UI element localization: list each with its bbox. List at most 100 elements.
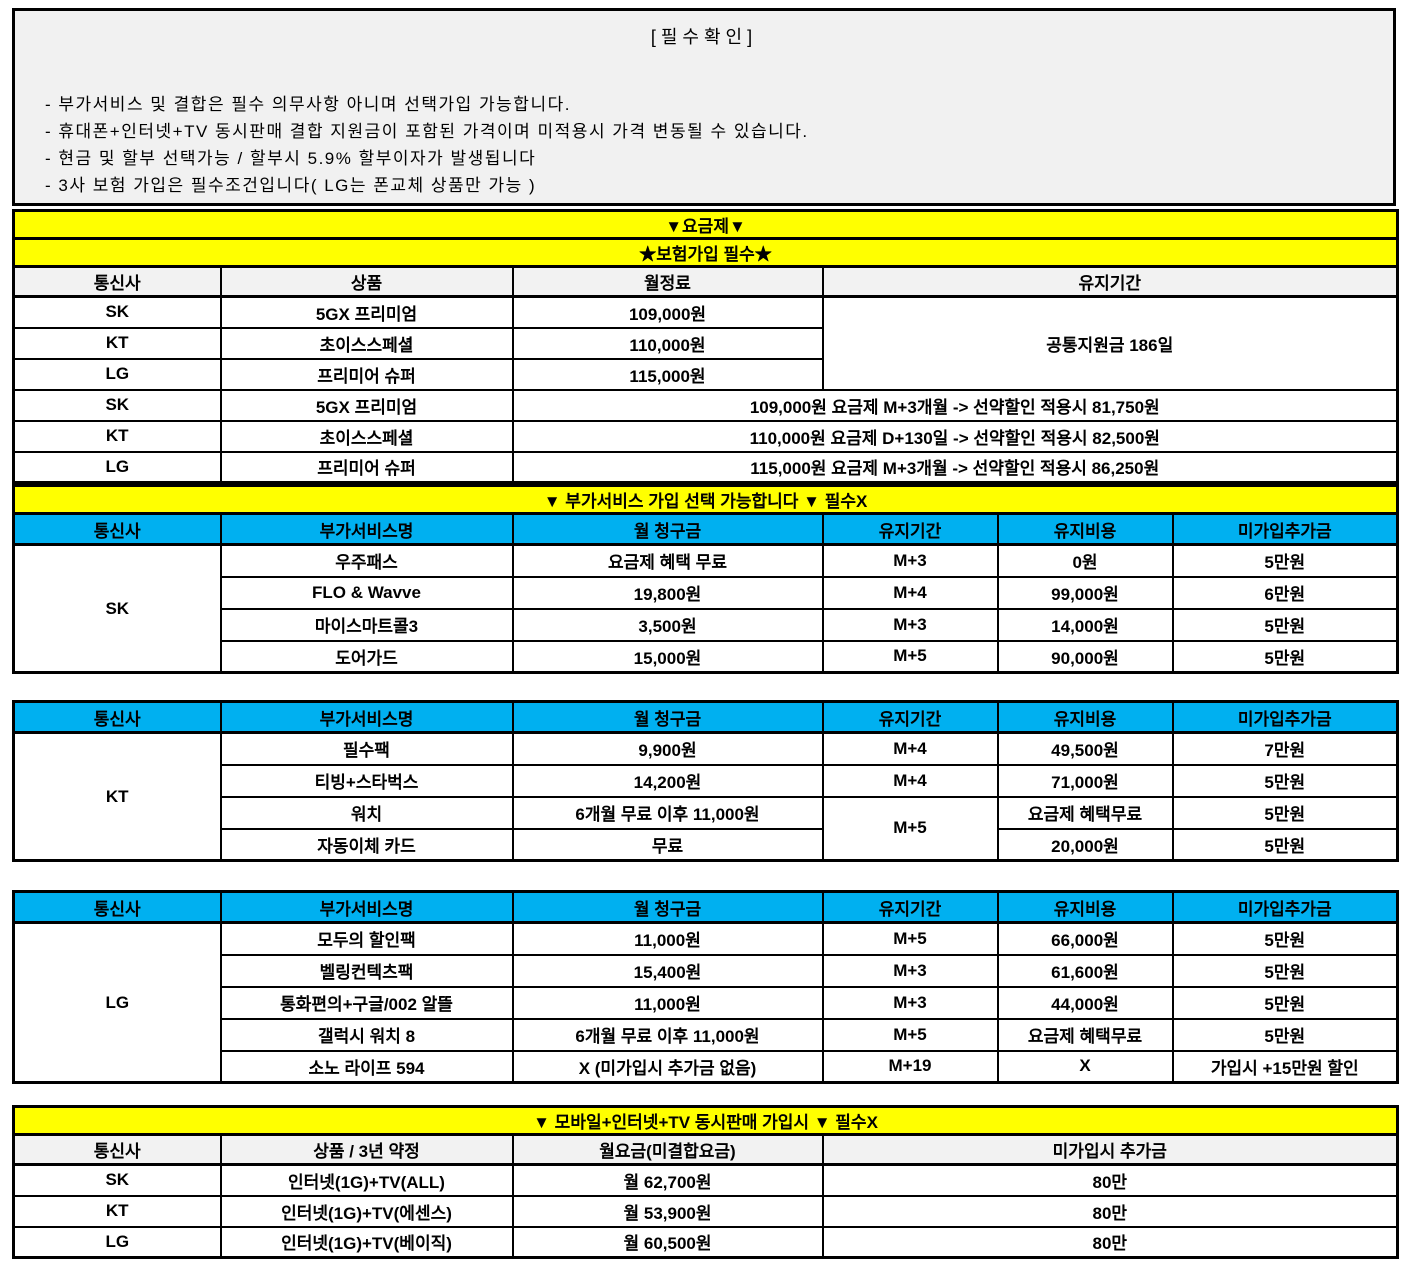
- addon-name-cell: 우주패스: [219, 543, 514, 578]
- discount-detail-cell: 109,000원 요금제 M+3개월 -> 선약할인 적용시 81,750원: [511, 388, 1399, 422]
- penalty-cell: 7만원: [1171, 731, 1399, 766]
- col-header-bundle-penalty: 미가입시 추가금: [821, 1133, 1399, 1166]
- discount-detail-cell: 115,000원 요금제 M+3개월 -> 선약할인 적용시 86,250원: [511, 450, 1399, 484]
- product-cell: 5GX 프리미엄: [219, 295, 514, 329]
- bundle-monthly-cell: 월 62,700원: [511, 1163, 824, 1197]
- period-cell: M+4: [821, 731, 999, 766]
- period-cell: M+3: [821, 543, 999, 578]
- col-header-product: 상품: [219, 265, 514, 298]
- period-cell: M+19: [821, 1049, 999, 1084]
- cost-cell: 99,000원: [996, 575, 1174, 610]
- fee-cell: 109,000원: [511, 295, 824, 329]
- addon-name-cell: 티빙+스타벅스: [219, 763, 514, 798]
- product-cell: 프리미어 슈퍼: [219, 450, 514, 484]
- notice-line: - 부가서비스 및 결합은 필수 의무사항 아니며 선택가입 가능합니다.: [45, 95, 571, 114]
- period-cell: M+3: [821, 953, 999, 988]
- addon-name-cell: 소노 라이프 594: [219, 1049, 514, 1084]
- addon-table-sk: ▼ 부가서비스 가입 선택 가능합니다 ▼ 필수X 통신사 부가서비스명 월 청…: [12, 484, 1400, 674]
- cost-cell: 요금제 혜택무료: [996, 795, 1174, 830]
- addon-name-cell: 도어가드: [219, 639, 514, 674]
- cost-cell: 요금제 혜택무료: [996, 1017, 1174, 1052]
- col-header-penalty: 미가입추가금: [1171, 512, 1399, 546]
- monthly-cell: 11,000원: [511, 985, 824, 1020]
- monthly-cell: 9,900원: [511, 731, 824, 766]
- cost-cell: 20,000원: [996, 827, 1174, 862]
- period-cell: M+4: [821, 575, 999, 610]
- col-header-monthly: 월 청구금: [511, 512, 824, 546]
- notice-lines: - 부가서비스 및 결합은 필수 의무사항 아니며 선택가입 가능합니다. - …: [15, 91, 1393, 199]
- col-header-period: 유지기간: [821, 890, 999, 924]
- carrier-cell: LG: [12, 1225, 222, 1259]
- col-header-period: 유지기간: [821, 512, 999, 546]
- penalty-cell: 5만원: [1171, 607, 1399, 642]
- addon-name-cell: 벨링컨텍츠팩: [219, 953, 514, 988]
- col-header-addon-name: 부가서비스명: [219, 512, 514, 546]
- bundle-penalty-cell: 80만: [821, 1225, 1399, 1259]
- addon-table-kt: 통신사 부가서비스명 월 청구금 유지기간 유지비용 미가입추가금 KT 필수팩…: [12, 700, 1399, 862]
- bundle-product-cell: 인터넷(1G)+TV(ALL): [219, 1163, 514, 1197]
- col-header-period: 유지기간: [821, 700, 999, 734]
- cost-cell: 44,000원: [996, 985, 1174, 1020]
- carrier-cell: LG: [12, 450, 222, 484]
- notice-line: - 휴대폰+인터넷+TV 동시판매 결합 지원금이 포함된 가격이며 미적용시 …: [45, 122, 809, 141]
- monthly-cell: X (미가입시 추가금 없음): [511, 1049, 824, 1084]
- monthly-cell: 3,500원: [511, 607, 824, 642]
- fee-cell: 115,000원: [511, 357, 824, 391]
- col-header-carrier: 통신사: [12, 890, 222, 924]
- penalty-cell: 5만원: [1171, 953, 1399, 988]
- col-header-addon-name: 부가서비스명: [219, 890, 514, 924]
- product-cell: 초이스스페셜: [219, 326, 514, 360]
- bundle-product-cell: 인터넷(1G)+TV(베이직): [219, 1225, 514, 1259]
- carrier-cell: KT: [12, 1194, 222, 1228]
- period-cell: M+3: [821, 607, 999, 642]
- penalty-cell: 5만원: [1171, 827, 1399, 862]
- period-cell: M+5: [821, 921, 999, 956]
- product-cell: 프리미어 슈퍼: [219, 357, 514, 391]
- monthly-cell: 요금제 혜택 무료: [511, 543, 824, 578]
- cost-cell: 0원: [996, 543, 1174, 578]
- col-header-cost: 유지비용: [996, 700, 1174, 734]
- monthly-cell: 14,200원: [511, 763, 824, 798]
- banner-insurance: ★보험가입 필수★: [12, 237, 1399, 268]
- col-header-cost: 유지비용: [996, 890, 1174, 924]
- col-header-carrier: 통신사: [12, 265, 222, 298]
- period-cell: M+5: [821, 639, 999, 674]
- cost-cell: 90,000원: [996, 639, 1174, 674]
- monthly-cell: 19,800원: [511, 575, 824, 610]
- addon-name-cell: 마이스마트콜3: [219, 607, 514, 642]
- carrier-cell: KT: [12, 419, 222, 453]
- monthly-cell: 11,000원: [511, 921, 824, 956]
- product-cell: 초이스스페셜: [219, 419, 514, 453]
- col-header-penalty: 미가입추가금: [1171, 700, 1399, 734]
- penalty-cell: 5만원: [1171, 1017, 1399, 1052]
- addon-name-cell: 워치: [219, 795, 514, 830]
- addon-name-cell: 통화편의+구글/002 알뜰: [219, 985, 514, 1020]
- monthly-cell: 15,000원: [511, 639, 824, 674]
- bundle-penalty-cell: 80만: [821, 1163, 1399, 1197]
- bundle-monthly-cell: 월 53,900원: [511, 1194, 824, 1228]
- notice-line: - 3사 보험 가입은 필수조건입니다( LG는 폰교체 상품만 가능 ): [45, 176, 537, 195]
- period-cell-merged: M+5: [821, 795, 999, 862]
- carrier-cell: SK: [12, 1163, 222, 1197]
- notice-title: [필수확인]: [650, 27, 758, 47]
- col-header-carrier: 통신사: [12, 512, 222, 546]
- carrier-cell: LG: [12, 921, 222, 1084]
- monthly-cell: 6개월 무료 이후 11,000원: [511, 795, 824, 830]
- col-header-retention: 유지기간: [821, 265, 1399, 298]
- banner-bundle: ▼ 모바일+인터넷+TV 동시판매 가입시 ▼ 필수X: [12, 1105, 1399, 1136]
- monthly-cell: 6개월 무료 이후 11,000원: [511, 1017, 824, 1052]
- carrier-cell: SK: [12, 388, 222, 422]
- col-header-penalty: 미가입추가금: [1171, 890, 1399, 924]
- penalty-cell: 5만원: [1171, 543, 1399, 578]
- bundle-penalty-cell: 80만: [821, 1194, 1399, 1228]
- period-cell: M+4: [821, 763, 999, 798]
- plan-table: ▼요금제▼ ★보험가입 필수★ 통신사 상품 월정료 유지기간 SK 5GX 프…: [12, 209, 1400, 484]
- product-cell: 5GX 프리미엄: [219, 388, 514, 422]
- monthly-cell: 15,400원: [511, 953, 824, 988]
- penalty-cell: 5만원: [1171, 921, 1399, 956]
- period-cell: M+5: [821, 1017, 999, 1052]
- discount-detail-cell: 110,000원 요금제 D+130일 -> 선약할인 적용시 82,500원: [511, 419, 1399, 453]
- banner-plan: ▼요금제▼: [12, 209, 1399, 240]
- cost-cell: 14,000원: [996, 607, 1174, 642]
